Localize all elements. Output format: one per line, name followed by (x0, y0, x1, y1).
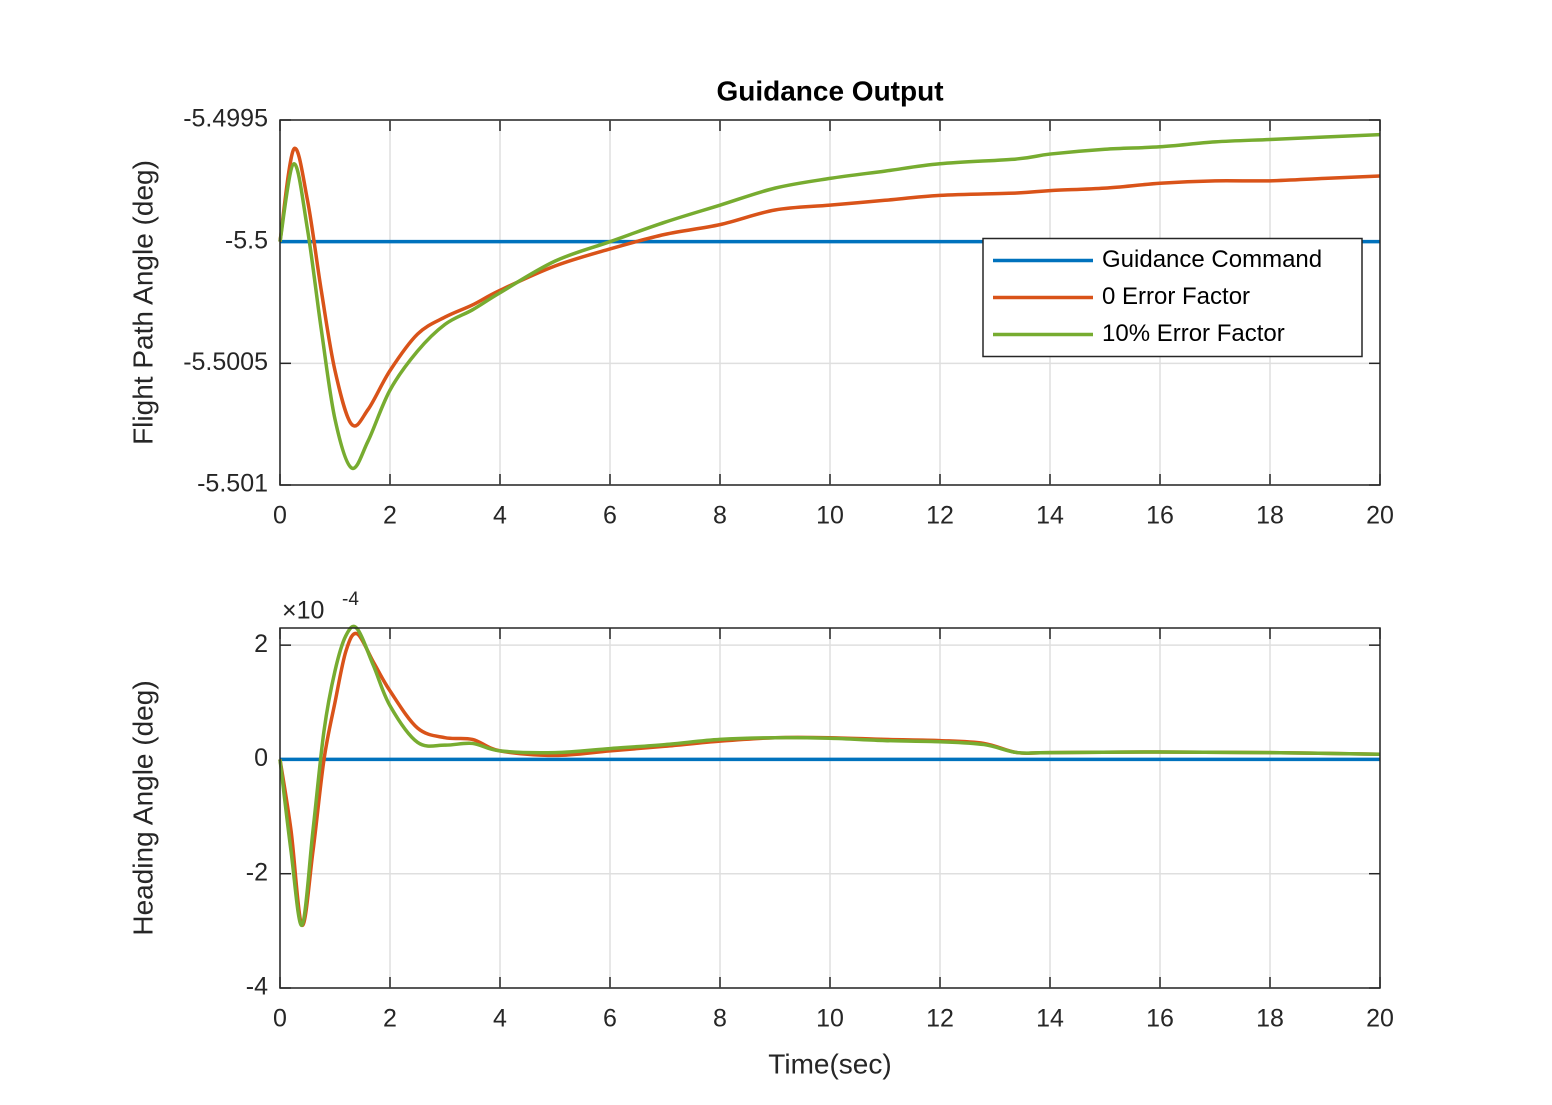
x-tick-label: 10 (816, 1005, 844, 1033)
x-tick-label: 8 (713, 502, 727, 530)
axes-box (279, 627, 1381, 989)
x-tick-label: 14 (1036, 502, 1064, 530)
x-tick-label: 0 (273, 502, 287, 530)
series-line (278, 146, 1381, 428)
axes-box (279, 119, 1381, 486)
series-line (278, 132, 1381, 471)
y-multiplier: ×10 (282, 597, 324, 625)
x-tick-label: 4 (493, 502, 507, 530)
x-tick-label: 6 (603, 1005, 617, 1033)
x-tick-label: 12 (926, 502, 954, 530)
x-tick-label: 18 (1256, 502, 1284, 530)
legend-label: 0 Error Factor (1102, 283, 1250, 310)
x-tick-label: 2 (383, 502, 397, 530)
y-axis-label: Heading Angle (deg) (127, 680, 158, 935)
x-tick-label: 2 (383, 1005, 397, 1033)
x-tick-label: 18 (1256, 1005, 1284, 1033)
x-tick-label: 8 (713, 1005, 727, 1033)
x-tick-label: 20 (1366, 502, 1394, 530)
series-line (278, 624, 1381, 927)
x-tick-label: 10 (816, 502, 844, 530)
axes: 0 2 4 6 8 10 12 14 16 18 20 -5.501 -5.5005 -5.5 -5.499… (127, 75, 1394, 529)
y-tick-label: 2 (254, 630, 268, 658)
x-tick-label: 0 (273, 1005, 287, 1033)
legend: Guidance Command 0 Error Factor 10% Error … (982, 237, 1363, 358)
x-tick-label: 6 (603, 502, 617, 530)
y-multiplier-exponent: -4 (342, 589, 359, 610)
x-tick-label: 16 (1146, 502, 1174, 530)
y-tick-label: -5.5005 (183, 348, 268, 376)
y-tick-label: -5.4995 (183, 105, 268, 133)
y-tick-label: -2 (246, 858, 268, 886)
y-tick-label: -5.5 (225, 226, 268, 254)
x-axis-label: Time(sec) (768, 1048, 891, 1079)
chart-title: Guidance Output (716, 75, 943, 106)
legend-label: 10% Error Factor (1102, 320, 1285, 347)
y-tick-label: -5.501 (197, 470, 268, 498)
legend-label: Guidance Command (1102, 246, 1322, 273)
x-tick-label: 12 (926, 1005, 954, 1033)
y-tick-label: -4 (246, 973, 268, 1001)
axes: 0 2 4 6 8 10 12 14 16 18 20 -4 -2 0 2 Heading Angle (de… (127, 589, 1394, 1079)
x-tick-label: 20 (1366, 1005, 1394, 1033)
x-tick-label: 16 (1146, 1005, 1174, 1033)
y-axis-label: Flight Path Angle (deg) (127, 160, 158, 445)
x-tick-label: 4 (493, 1005, 507, 1033)
x-tick-label: 14 (1036, 1005, 1064, 1033)
y-tick-label: 0 (254, 744, 268, 772)
